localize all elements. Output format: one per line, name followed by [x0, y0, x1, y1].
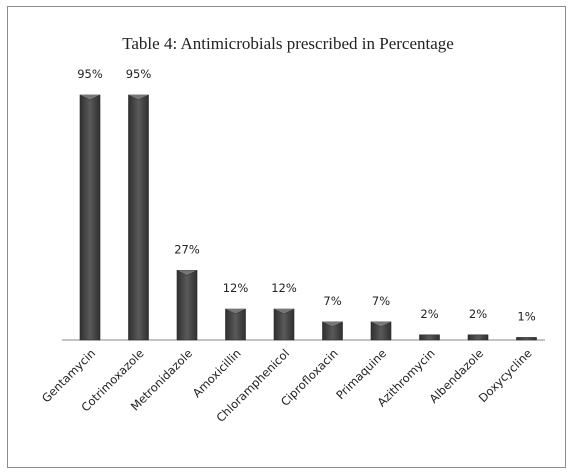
data-label: 1% — [517, 309, 535, 323]
bar-cap — [225, 308, 246, 315]
bar-cap — [370, 321, 392, 328]
bar-cap — [79, 94, 101, 101]
bar-cap — [128, 94, 149, 101]
bar-albendazole — [467, 334, 489, 341]
bar-cap — [176, 270, 198, 276]
bar-azithromycin — [419, 334, 440, 341]
data-label: 95% — [126, 67, 152, 81]
bar-gentamycin — [79, 94, 101, 341]
bar-doxycycline — [516, 337, 537, 341]
data-label: 27% — [174, 242, 200, 256]
bar-metronidazole — [176, 270, 198, 341]
data-label: 2% — [420, 307, 438, 321]
bar-cap — [273, 308, 295, 315]
data-label: 7% — [372, 294, 390, 308]
data-label: 95% — [77, 67, 103, 81]
data-label: 2% — [469, 307, 487, 321]
bar-cap — [322, 321, 343, 328]
bar-cotrimoxazole — [128, 94, 149, 341]
data-label: 12% — [271, 281, 297, 295]
chart-title: Table 4: Antimicrobials prescribed in Pe… — [122, 34, 454, 53]
data-label: 7% — [323, 294, 341, 308]
data-label: 12% — [223, 281, 249, 295]
